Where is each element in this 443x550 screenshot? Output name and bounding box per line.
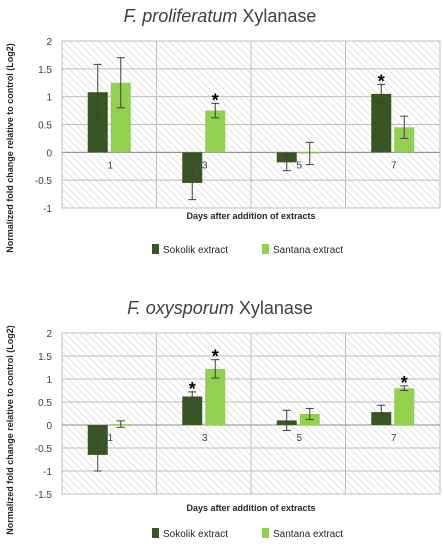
legend: Sokolik extract Santana extract	[152, 528, 343, 540]
chart-2: F. oxysporum Xylanase 2 1.5 1 0.5 0 -0.5 -1 -1.5…	[5, 298, 441, 540]
bar-sokolik-7	[371, 93, 392, 153]
category-label: 3	[202, 160, 208, 171]
chart-title-rest: Xylanase	[237, 6, 316, 26]
bar-santana-1	[110, 82, 131, 153]
y-tick-label: 0	[46, 421, 52, 432]
legend-label: Santana extract	[273, 245, 343, 256]
y-tick-label: 0.5	[38, 121, 52, 132]
bar-santana-7	[394, 388, 415, 425]
legend-label: Sokolik extract	[163, 529, 228, 540]
chart-1: F. proliferatum Xylanase 2 1.5 1 0.5 0 -0.5 -1 *…	[5, 6, 441, 256]
category-label: 7	[391, 433, 397, 444]
significance-star: *	[189, 379, 196, 399]
legend-swatch	[152, 244, 159, 254]
y-tick-label: 2	[46, 329, 52, 340]
y-tick-label: 1	[46, 375, 52, 386]
bar-sokolik-1	[87, 92, 108, 153]
chart-title-rest: Xylanase	[234, 298, 313, 318]
y-tick-label: 1	[46, 93, 52, 104]
legend-label: Santana extract	[273, 529, 343, 540]
legend-swatch	[262, 528, 269, 538]
legend-label: Sokolik extract	[163, 245, 228, 256]
category-label: 1	[107, 433, 113, 444]
x-axis-label: Days after addition of extracts	[186, 503, 315, 513]
y-tick-label: 1.5	[38, 352, 52, 363]
chart-title-italic: F. proliferatum	[124, 6, 238, 26]
y-tick-label: -1	[43, 204, 52, 215]
category-label: 1	[107, 160, 113, 171]
bar-santana-7	[394, 127, 415, 153]
category-label: 5	[296, 433, 302, 444]
significance-star: *	[212, 90, 219, 110]
y-tick-label: -0.5	[35, 176, 53, 187]
significance-star: *	[401, 373, 408, 393]
legend-swatch	[152, 528, 159, 538]
bar-sokolik-3	[182, 396, 203, 425]
bar-santana-3	[205, 110, 226, 153]
legend: Sokolik extract Santana extract	[152, 244, 343, 256]
y-tick-label: 2	[46, 37, 52, 48]
y-tick-label: 0	[46, 148, 52, 159]
category-label: 5	[296, 160, 302, 171]
category-label: 7	[391, 160, 397, 171]
chart-title: F. proliferatum Xylanase	[124, 6, 317, 26]
y-axis-label: Normalized fold change relative to contr…	[5, 325, 15, 535]
significance-star: *	[212, 347, 219, 367]
y-tick-label: 0.5	[38, 398, 52, 409]
y-tick-label: -0.5	[35, 444, 53, 455]
chart-title: F. oxysporum Xylanase	[127, 298, 313, 318]
chart-title-italic: F. oxysporum	[127, 298, 234, 318]
y-tick-label: 1.5	[38, 65, 52, 76]
y-tick-label: -1.5	[35, 490, 53, 501]
y-axis-label: Normalized fold change relative to contr…	[5, 43, 15, 253]
significance-star: *	[378, 71, 385, 91]
legend-swatch	[262, 244, 269, 254]
x-axis-label: Days after addition of extracts	[186, 211, 315, 221]
category-label: 3	[202, 433, 208, 444]
bar-santana-3	[205, 368, 226, 425]
y-tick-label: -1	[43, 467, 52, 478]
